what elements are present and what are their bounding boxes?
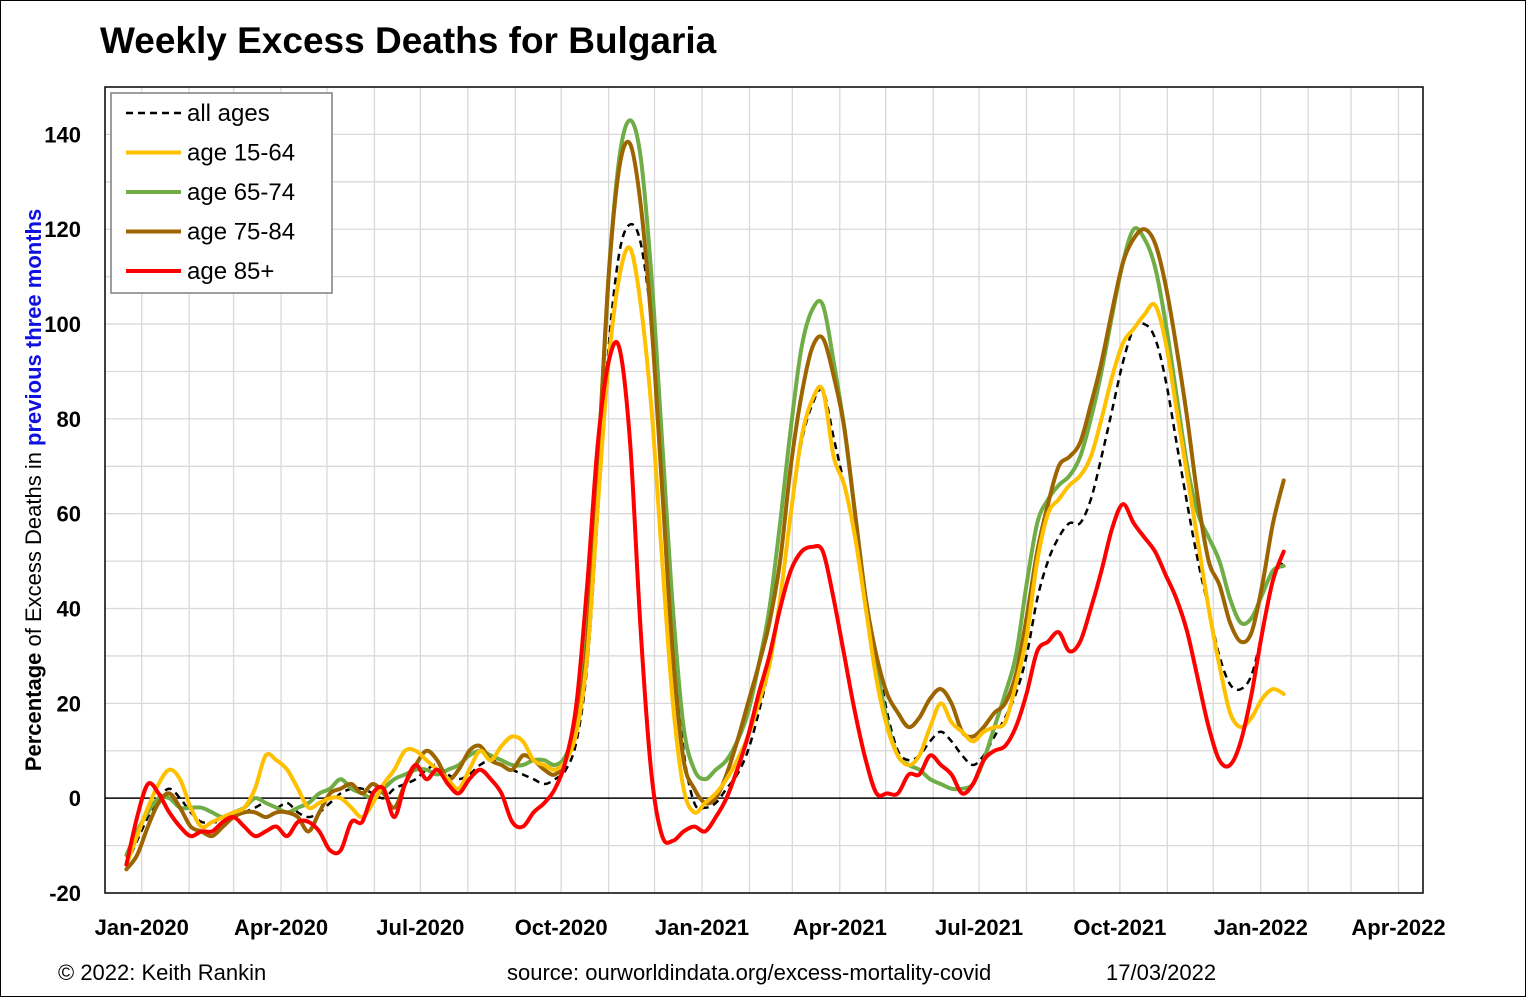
x-tick-label: Jul-2020 xyxy=(376,915,464,940)
footer-source: source: ourworldindata.org/excess-mortal… xyxy=(507,960,992,985)
footer-copyright: © 2022: Keith Rankin xyxy=(58,960,267,985)
plot-area-border xyxy=(104,86,1424,894)
chart-title: Weekly Excess Deaths for Bulgaria xyxy=(100,20,717,61)
series-layer xyxy=(124,118,1286,872)
footer-date: 17/03/2022 xyxy=(1106,960,1217,985)
series-line-age-15-64 xyxy=(124,245,1286,867)
legend-label: all ages xyxy=(187,100,270,127)
y-tick-label: 140 xyxy=(44,122,81,147)
x-tick-label: Apr-2020 xyxy=(234,915,328,940)
series-line-age-85 xyxy=(124,340,1286,867)
legend-label: age 15-64 xyxy=(187,140,295,167)
series-line-all-ages xyxy=(125,222,1285,866)
x-tick-label: Apr-2022 xyxy=(1351,915,1445,940)
x-tick-label: Jul-2021 xyxy=(935,915,1023,940)
y-tick-label: 60 xyxy=(57,502,81,527)
y-axis-ticks: -20 0 20 40 60 80 100 120 140 xyxy=(44,122,81,906)
y-tick-label: 0 xyxy=(69,786,81,811)
x-tick-label: Jan-2020 xyxy=(95,915,189,940)
series-line-age-65-74 xyxy=(124,118,1286,858)
y-tick-label: 120 xyxy=(44,217,81,242)
legend-label: age 75-84 xyxy=(187,219,295,246)
x-tick-label: Apr-2021 xyxy=(793,915,887,940)
y-tick-label: 100 xyxy=(44,312,81,337)
y-tick-label: 20 xyxy=(57,691,81,716)
legend: all ages age 15-64 age 65-74 age 75-84 age 8… xyxy=(110,92,333,294)
legend-label: age 65-74 xyxy=(187,179,295,206)
x-tick-label: Jan-2021 xyxy=(655,915,749,940)
series-line-age-75-84 xyxy=(124,139,1286,872)
y-tick-label: -20 xyxy=(49,881,81,906)
x-tick-label: Jan-2022 xyxy=(1214,915,1308,940)
legend-label: age 85+ xyxy=(187,258,274,285)
x-tick-label: Oct-2020 xyxy=(515,915,608,940)
y-tick-label: 40 xyxy=(57,597,81,622)
x-tick-label: Oct-2021 xyxy=(1073,915,1166,940)
x-axis-ticks: Jan-2020 Apr-2020 Jul-2020 Oct-2020 Jan-2021… xyxy=(95,915,1446,940)
y-tick-label: 80 xyxy=(57,407,81,432)
